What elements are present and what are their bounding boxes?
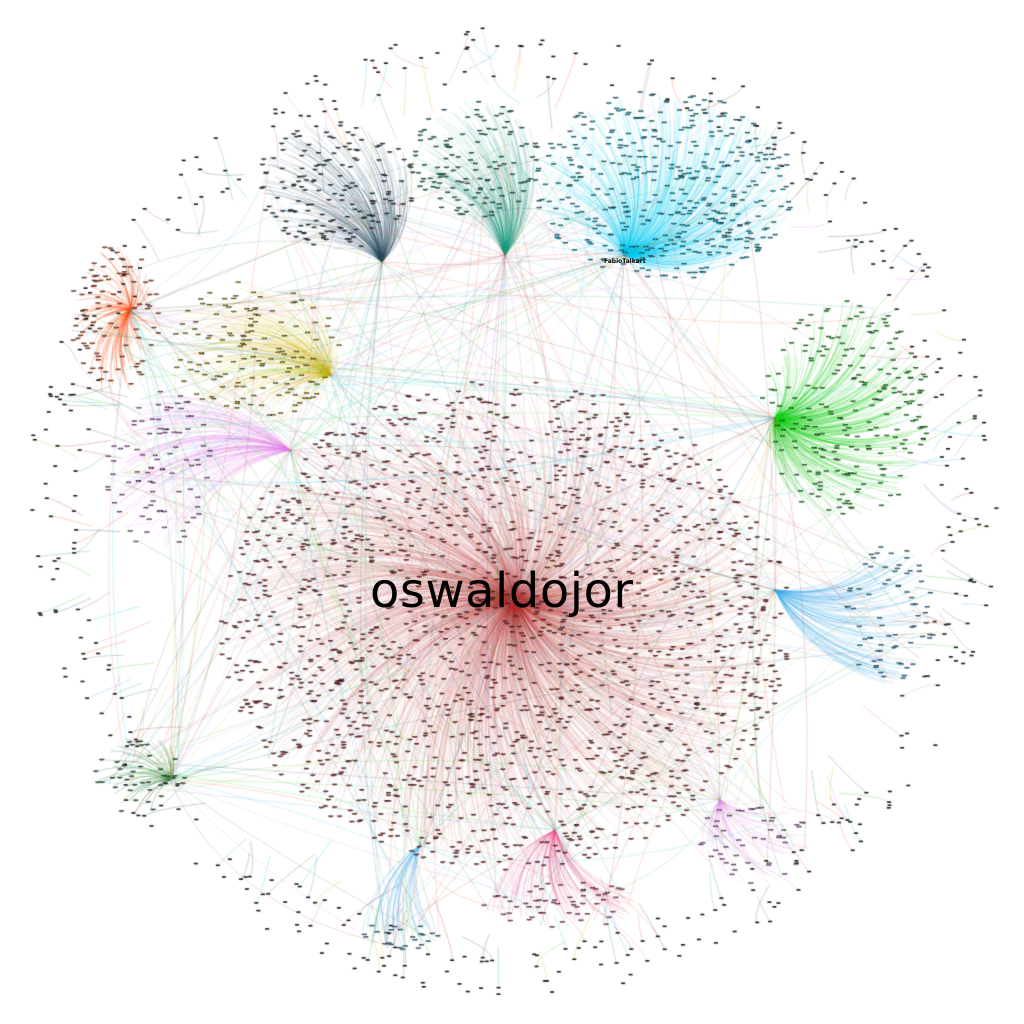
network-graph-canvas <box>0 0 1024 1024</box>
